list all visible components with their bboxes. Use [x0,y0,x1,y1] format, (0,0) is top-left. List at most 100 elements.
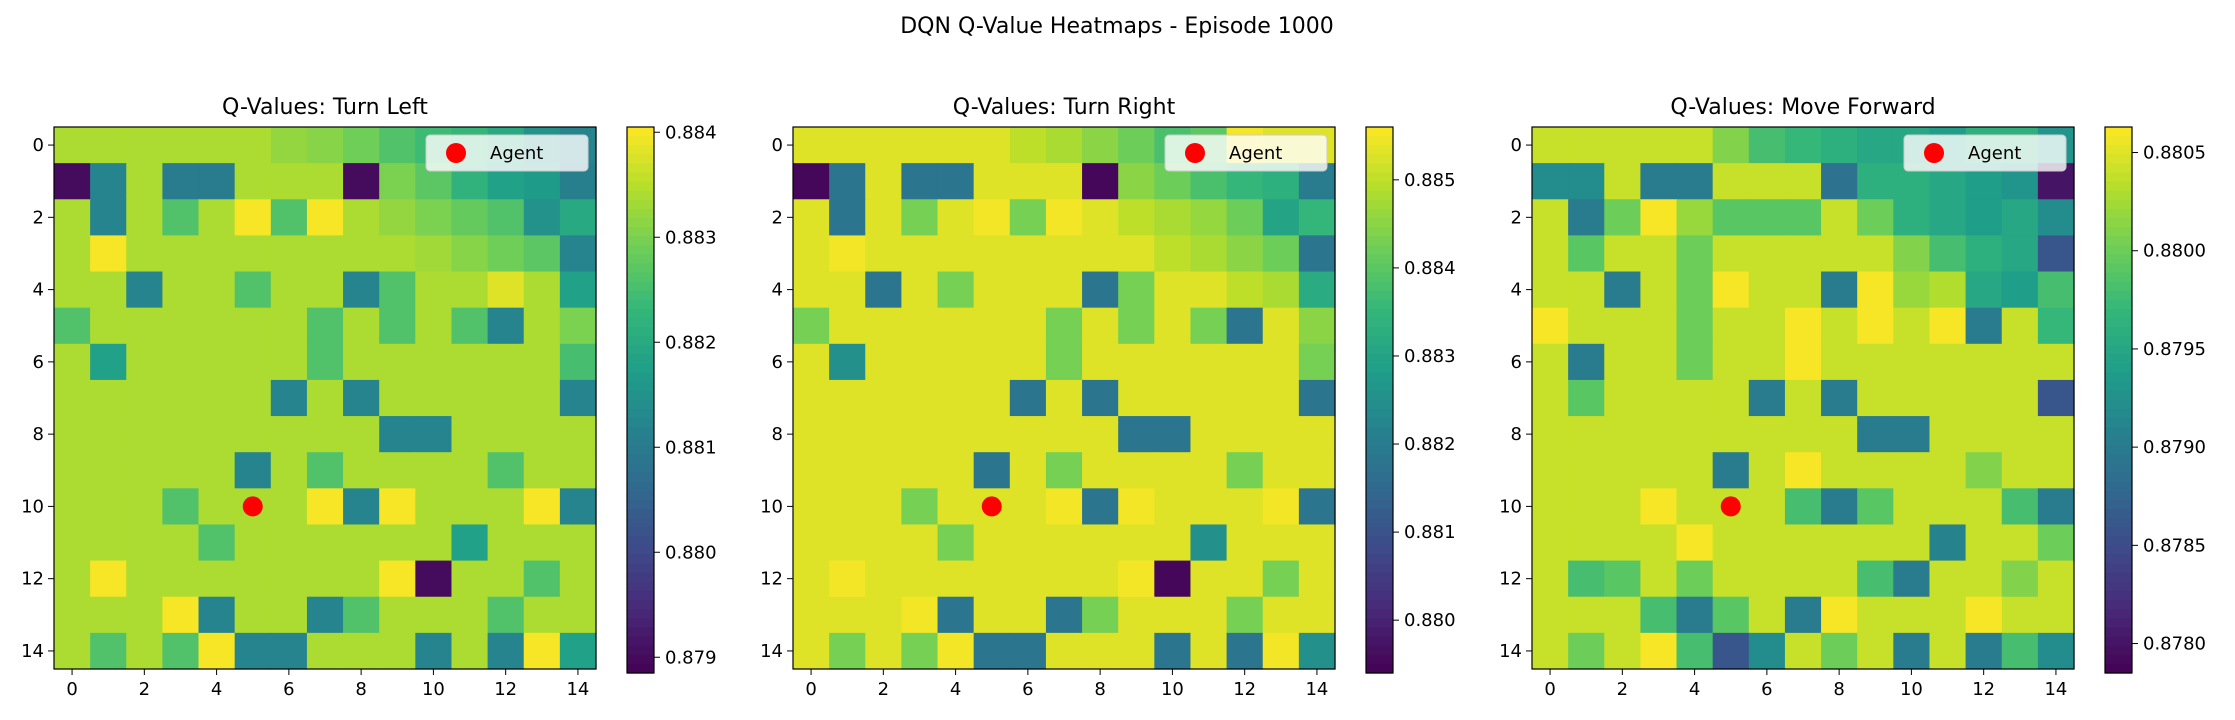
heatmap-cell [1784,560,1822,598]
heatmap-cell [1640,632,1678,670]
heatmap-cell [1532,488,1569,526]
colorbar-segment [627,327,654,337]
heatmap-cell [1676,524,1714,562]
heatmap-cell [379,524,416,562]
heatmap-cell [306,235,344,273]
heatmap-cell [162,416,200,453]
colorbar-segment [2105,654,2132,665]
heatmap-cell [523,343,561,381]
y-tick-label: 8 [1511,424,1522,445]
heatmap-cell [1604,307,1641,345]
heatmap-cell [90,632,127,670]
heatmap-cell [1604,452,1641,489]
heatmap-cell [559,596,597,634]
heatmap-cell [793,343,830,381]
colorbar-segment [1366,400,1393,410]
colorbar-segment [1366,163,1393,174]
heatmap-cell [1118,452,1155,489]
heatmap-cell [379,163,416,200]
heatmap-cell [901,163,939,200]
heatmap-cell [126,307,163,345]
heatmap-cell [1640,163,1678,200]
heatmap-cell [1965,271,2003,309]
heatmap-cell [1154,452,1192,489]
colorbar-segment [1366,318,1393,328]
colorbar-tick-label: 0.880 [665,542,717,563]
heatmap-cell [234,199,272,236]
heatmap-cell [1118,163,1155,200]
heatmap-cell [1604,163,1641,200]
colorbar-segment [627,654,654,665]
heatmap-cell [1712,379,1750,417]
heatmap-cell [1965,560,2003,598]
colorbar-segment [2105,127,2132,137]
heatmap-cell [559,452,597,489]
heatmap-cell [829,632,866,670]
colorbar-segment [1366,208,1393,219]
colorbar-segment [627,409,654,419]
colorbar-segment [1366,463,1393,474]
heatmap-cell [1568,199,1605,236]
heatmap-cell [90,560,127,598]
heatmap-cell [270,127,308,164]
colorbar-segment [627,236,654,246]
heatmap-cell [198,307,236,345]
heatmap-cell [1893,596,1931,634]
heatmap-cell [1821,452,1858,489]
heatmap-cell [865,343,902,381]
heatmap-cell [1532,379,1569,417]
heatmap-cell [1009,271,1047,309]
heatmap-cell [451,452,489,489]
legend-agent-marker [446,143,466,163]
heatmap-cell [343,596,380,634]
y-tick-label: 2 [772,207,783,228]
heatmap-cell [343,343,380,381]
heatmap-cell [1045,416,1083,453]
colorbar-segment [1366,654,1393,665]
heatmap-cell [2037,307,2075,345]
heatmap-cell [1568,524,1605,562]
colorbar: 0.880 0.881 0.882 0.883 0.884 0.885 [1365,126,1456,674]
x-tick-label: 12 [1233,679,1256,700]
colorbar-segment [2105,236,2132,246]
panel-title: Q-Values: Move Forward [1670,95,1935,120]
heatmap-cell [865,127,902,164]
heatmap-cell [1748,416,1786,453]
heatmap-cell [1568,235,1605,273]
heatmap-cell [343,488,380,526]
heatmap-cell [343,452,380,489]
heatmap-cell [234,452,272,489]
colorbar-tick-label: 0.879 [665,647,717,668]
x-tick-label: 12 [1972,679,1995,700]
colorbar-segment [1366,154,1393,164]
heatmap-cell [54,307,91,345]
heatmap-cell [1009,596,1047,634]
heatmap-cell [162,199,200,236]
heatmap-cell [1676,307,1714,345]
heatmap-cell [90,452,127,489]
heatmap-cell [1082,163,1119,200]
legend-label: Agent [490,143,543,164]
heatmap-cell [1604,632,1641,670]
heatmap-cell [973,343,1011,381]
heatmap-cell [1045,163,1083,200]
colorbar-segment [627,354,654,365]
colorbar-segment [627,481,654,492]
heatmap-cell [415,596,453,634]
colorbar-tick-label: 0.8790 [2143,437,2206,458]
heatmap-cell [973,199,1011,236]
heatmap-cell [126,632,163,670]
colorbar-segment [1366,290,1393,301]
heatmap-cell [1748,307,1786,345]
colorbar-segment [627,181,654,192]
heatmap-cell [415,488,453,526]
heatmap-cell [937,596,975,634]
heatmap-cell [343,379,380,417]
colorbar-segment [1366,572,1393,583]
heatmap-cell [1190,416,1228,453]
colorbar-segment [627,227,654,237]
heatmap-cell [487,632,525,670]
heatmap-cell [1965,524,2003,562]
heatmap-cell [487,271,525,309]
y-tick-label: 10 [21,496,44,517]
